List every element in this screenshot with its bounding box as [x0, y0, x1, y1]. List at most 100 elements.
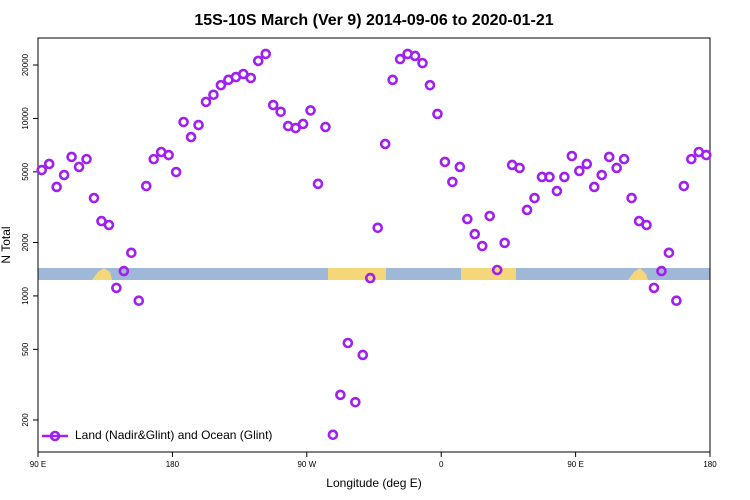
- point: [357, 349, 369, 361]
- point: [81, 153, 92, 165]
- y-tick-label: 20000: [21, 53, 30, 76]
- point: [118, 265, 130, 277]
- y-tick-label: 200: [21, 413, 30, 427]
- point: [215, 79, 227, 91]
- point: [491, 264, 503, 276]
- point: [678, 180, 690, 192]
- point: [312, 178, 324, 190]
- plot-frame: [37, 37, 711, 453]
- point: [140, 180, 152, 192]
- point: [170, 166, 182, 178]
- point: [611, 162, 622, 174]
- y-tick-label: 1000: [21, 286, 30, 304]
- point: [394, 53, 406, 65]
- x-tick-label: 0: [439, 460, 444, 469]
- x-tick-label: 90 E: [30, 460, 46, 469]
- point: [514, 162, 525, 174]
- point: [700, 149, 712, 161]
- point: [73, 161, 85, 173]
- point: [245, 72, 257, 84]
- y-tick-label: 10000: [21, 107, 30, 130]
- chart-title: 15S-10S March (Ver 9) 2014-09-06 to 2020…: [194, 12, 553, 29]
- point: [260, 48, 272, 60]
- point: [51, 181, 62, 193]
- point: [686, 153, 697, 165]
- point: [544, 171, 555, 183]
- point: [454, 161, 466, 173]
- point: [499, 237, 510, 249]
- point: [193, 119, 204, 131]
- point: [596, 169, 608, 181]
- point: [566, 150, 578, 162]
- point: [663, 247, 675, 259]
- point: [618, 153, 630, 165]
- point: [305, 105, 316, 116]
- point: [267, 99, 279, 111]
- point: [252, 55, 264, 67]
- point: [641, 219, 652, 231]
- point: [387, 74, 398, 86]
- point: [372, 222, 384, 234]
- point: [409, 50, 421, 62]
- point: [43, 158, 55, 170]
- point: [656, 265, 667, 277]
- x-tick-label: 180: [703, 460, 717, 469]
- x-tick-label: 90 W: [297, 460, 316, 469]
- point: [559, 171, 570, 183]
- y-tick-label: 5000: [21, 162, 30, 180]
- legend-label: Land (Nadir&Glint) and Ocean (Glint): [75, 428, 272, 442]
- point: [648, 282, 660, 294]
- point: [58, 169, 70, 181]
- point: [208, 89, 219, 101]
- point: [350, 396, 361, 408]
- point: [320, 121, 331, 133]
- point: [335, 389, 346, 401]
- point: [364, 272, 376, 284]
- point: [447, 176, 458, 188]
- point: [462, 213, 473, 225]
- point: [297, 118, 309, 130]
- point: [148, 153, 160, 165]
- point: [163, 149, 174, 161]
- x-tick-label: 90 E: [567, 460, 583, 469]
- point: [66, 151, 77, 163]
- point: [103, 219, 115, 231]
- point: [432, 108, 443, 120]
- point: [327, 429, 339, 441]
- point: [275, 106, 286, 118]
- point: [469, 228, 481, 240]
- y-axis-label: N Total: [0, 226, 13, 263]
- point: [439, 156, 451, 168]
- y-tick-label: 500: [21, 342, 30, 356]
- land-strip: [38, 268, 710, 280]
- point: [200, 96, 212, 108]
- x-tick-label: 180: [166, 460, 180, 469]
- point: [521, 204, 533, 216]
- point: [290, 122, 301, 134]
- point: [342, 337, 354, 349]
- point: [379, 138, 391, 150]
- point: [574, 165, 585, 177]
- x-axis-label: Longitude (deg E): [326, 476, 421, 490]
- point: [88, 192, 100, 204]
- point: [588, 181, 600, 193]
- point: [671, 295, 682, 306]
- point: [551, 185, 563, 197]
- point: [111, 282, 122, 294]
- point: [133, 295, 145, 306]
- y-tick-label: 2000: [21, 233, 30, 251]
- point: [626, 192, 637, 204]
- point: [126, 247, 137, 259]
- point: [424, 79, 436, 91]
- point: [484, 210, 496, 222]
- point: [603, 151, 615, 163]
- point: [36, 164, 48, 176]
- point: [178, 116, 189, 128]
- legend-marker: [49, 430, 61, 442]
- point: [529, 192, 540, 204]
- point: [417, 57, 428, 69]
- point: [581, 158, 593, 170]
- point: [185, 131, 197, 143]
- point: [476, 240, 488, 252]
